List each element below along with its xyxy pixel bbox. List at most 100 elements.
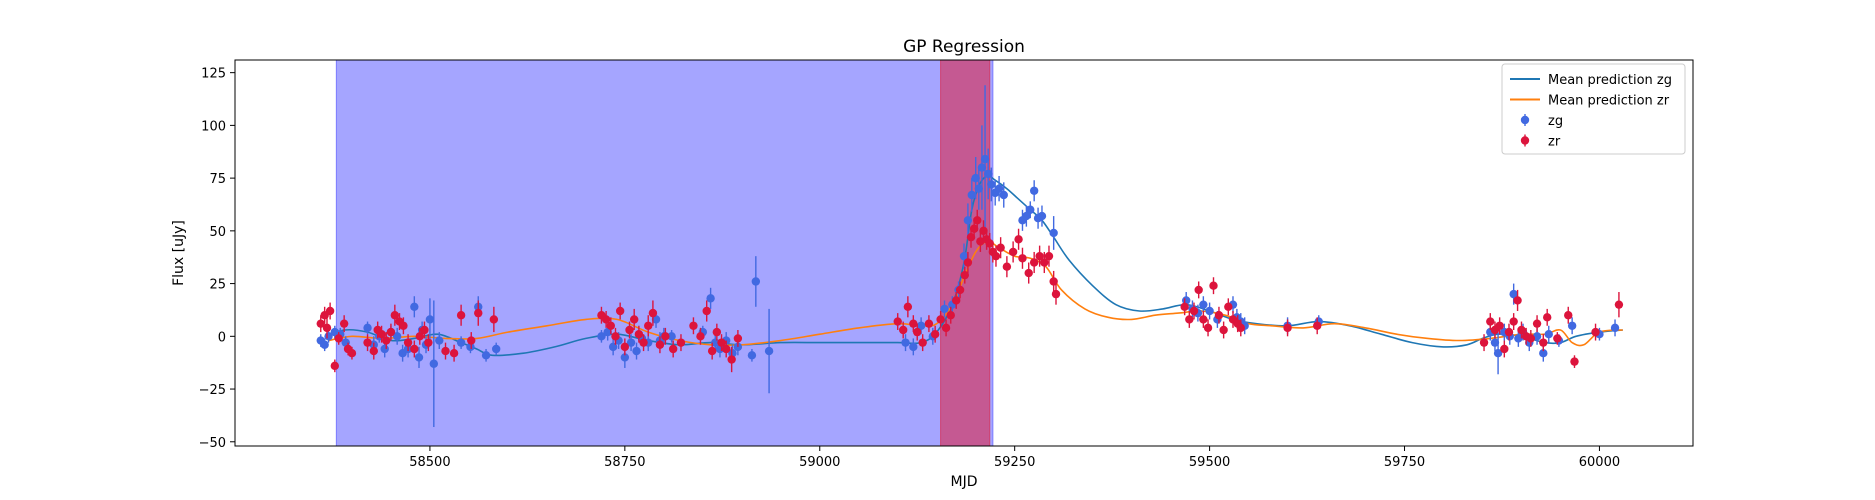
marker [347,348,357,358]
data-point-zr [489,306,499,333]
data-point-zr [1532,315,1542,333]
data-point-zr [676,334,686,352]
marker [676,338,686,347]
data-point-zg [974,167,984,210]
marker [980,154,990,164]
data-point-zr [601,311,611,328]
marker [689,321,698,330]
marker [999,190,1008,200]
marker [1209,281,1218,290]
marker [764,346,774,356]
marker [363,323,372,333]
data-point-zg [410,296,419,318]
marker [334,334,343,343]
marker [1591,327,1600,337]
marker [603,327,612,337]
x-tick-label: 59750 [1384,455,1425,470]
marker [390,311,400,320]
data-point-zg [963,203,973,238]
data-point-zr [668,340,678,358]
legend-item-zr: zr [1520,134,1561,150]
marker [668,344,678,354]
marker [1180,302,1189,311]
data-point-zr [702,300,711,322]
marker [399,321,408,330]
marker [946,311,955,320]
x-tick-label: 59500 [1189,455,1230,470]
data-point-zr [1517,321,1526,339]
data-point-zg [909,338,918,356]
marker [903,302,913,311]
data-point-zr [415,327,424,345]
data-point-zg [491,342,501,356]
marker [1509,317,1518,326]
marker [707,346,717,356]
marker [1024,268,1033,278]
marker [1517,325,1526,335]
marker [1493,348,1503,358]
marker [410,302,419,311]
data-point-zr [1504,323,1514,341]
marker [489,315,499,324]
data-point-zr [1495,317,1504,335]
x-tick-label: 58750 [604,455,645,470]
marker [1610,323,1620,333]
x-tick-label: 59000 [799,455,840,470]
data-point-zg [1493,332,1503,375]
data-point-zg [392,327,402,345]
marker [1044,251,1054,261]
marker [620,353,630,362]
marker [481,351,491,360]
data-point-zg [667,329,676,343]
data-point-zr [410,340,419,358]
data-point-zr [1189,302,1199,320]
marker [1495,321,1504,330]
data-point-zr [903,296,913,318]
marker [1570,357,1579,366]
marker [967,190,976,200]
data-point-zr [1486,313,1495,330]
marker [1236,323,1245,333]
data-point-zg [747,348,757,362]
marker [369,346,378,356]
data-point-zr [893,313,902,330]
legend-label: Mean prediction zr [1548,94,1670,109]
data-point-zr [1283,319,1292,337]
data-point-zr [1014,228,1023,250]
marker [1203,323,1213,333]
data-point-zr [474,300,483,326]
data-point-zg [1026,201,1035,219]
data-point-zg [959,243,969,269]
data-point-zr [721,340,731,358]
marker [936,315,945,324]
marker [1553,334,1562,343]
marker [456,338,466,347]
data-point-zr [1539,334,1548,352]
shaded-region-1 [335,59,994,447]
legend-item-zg: zg [1520,114,1563,129]
data-point-zr [648,300,658,326]
marker [952,296,961,305]
marker [909,342,918,352]
marker [386,327,396,337]
data-point-zr [1044,245,1054,267]
legend-marker-swatch [1520,136,1530,145]
marker [727,355,736,364]
data-point-zr [952,292,961,309]
data-point-zr [467,332,476,349]
data-point-zr [625,321,634,339]
marker [608,342,618,352]
data-point-zr [1203,319,1213,337]
data-point-zg [363,321,372,335]
marker [1509,289,1518,299]
data-point-zr [403,334,413,352]
y-tick-label: 0 [218,330,226,345]
marker [456,311,466,320]
marker [1199,315,1208,324]
marker [639,338,648,347]
marker [941,323,951,333]
data-point-zr [946,306,955,324]
data-point-zr [399,317,408,335]
data-point-zg [980,85,990,233]
marker [1029,258,1039,267]
